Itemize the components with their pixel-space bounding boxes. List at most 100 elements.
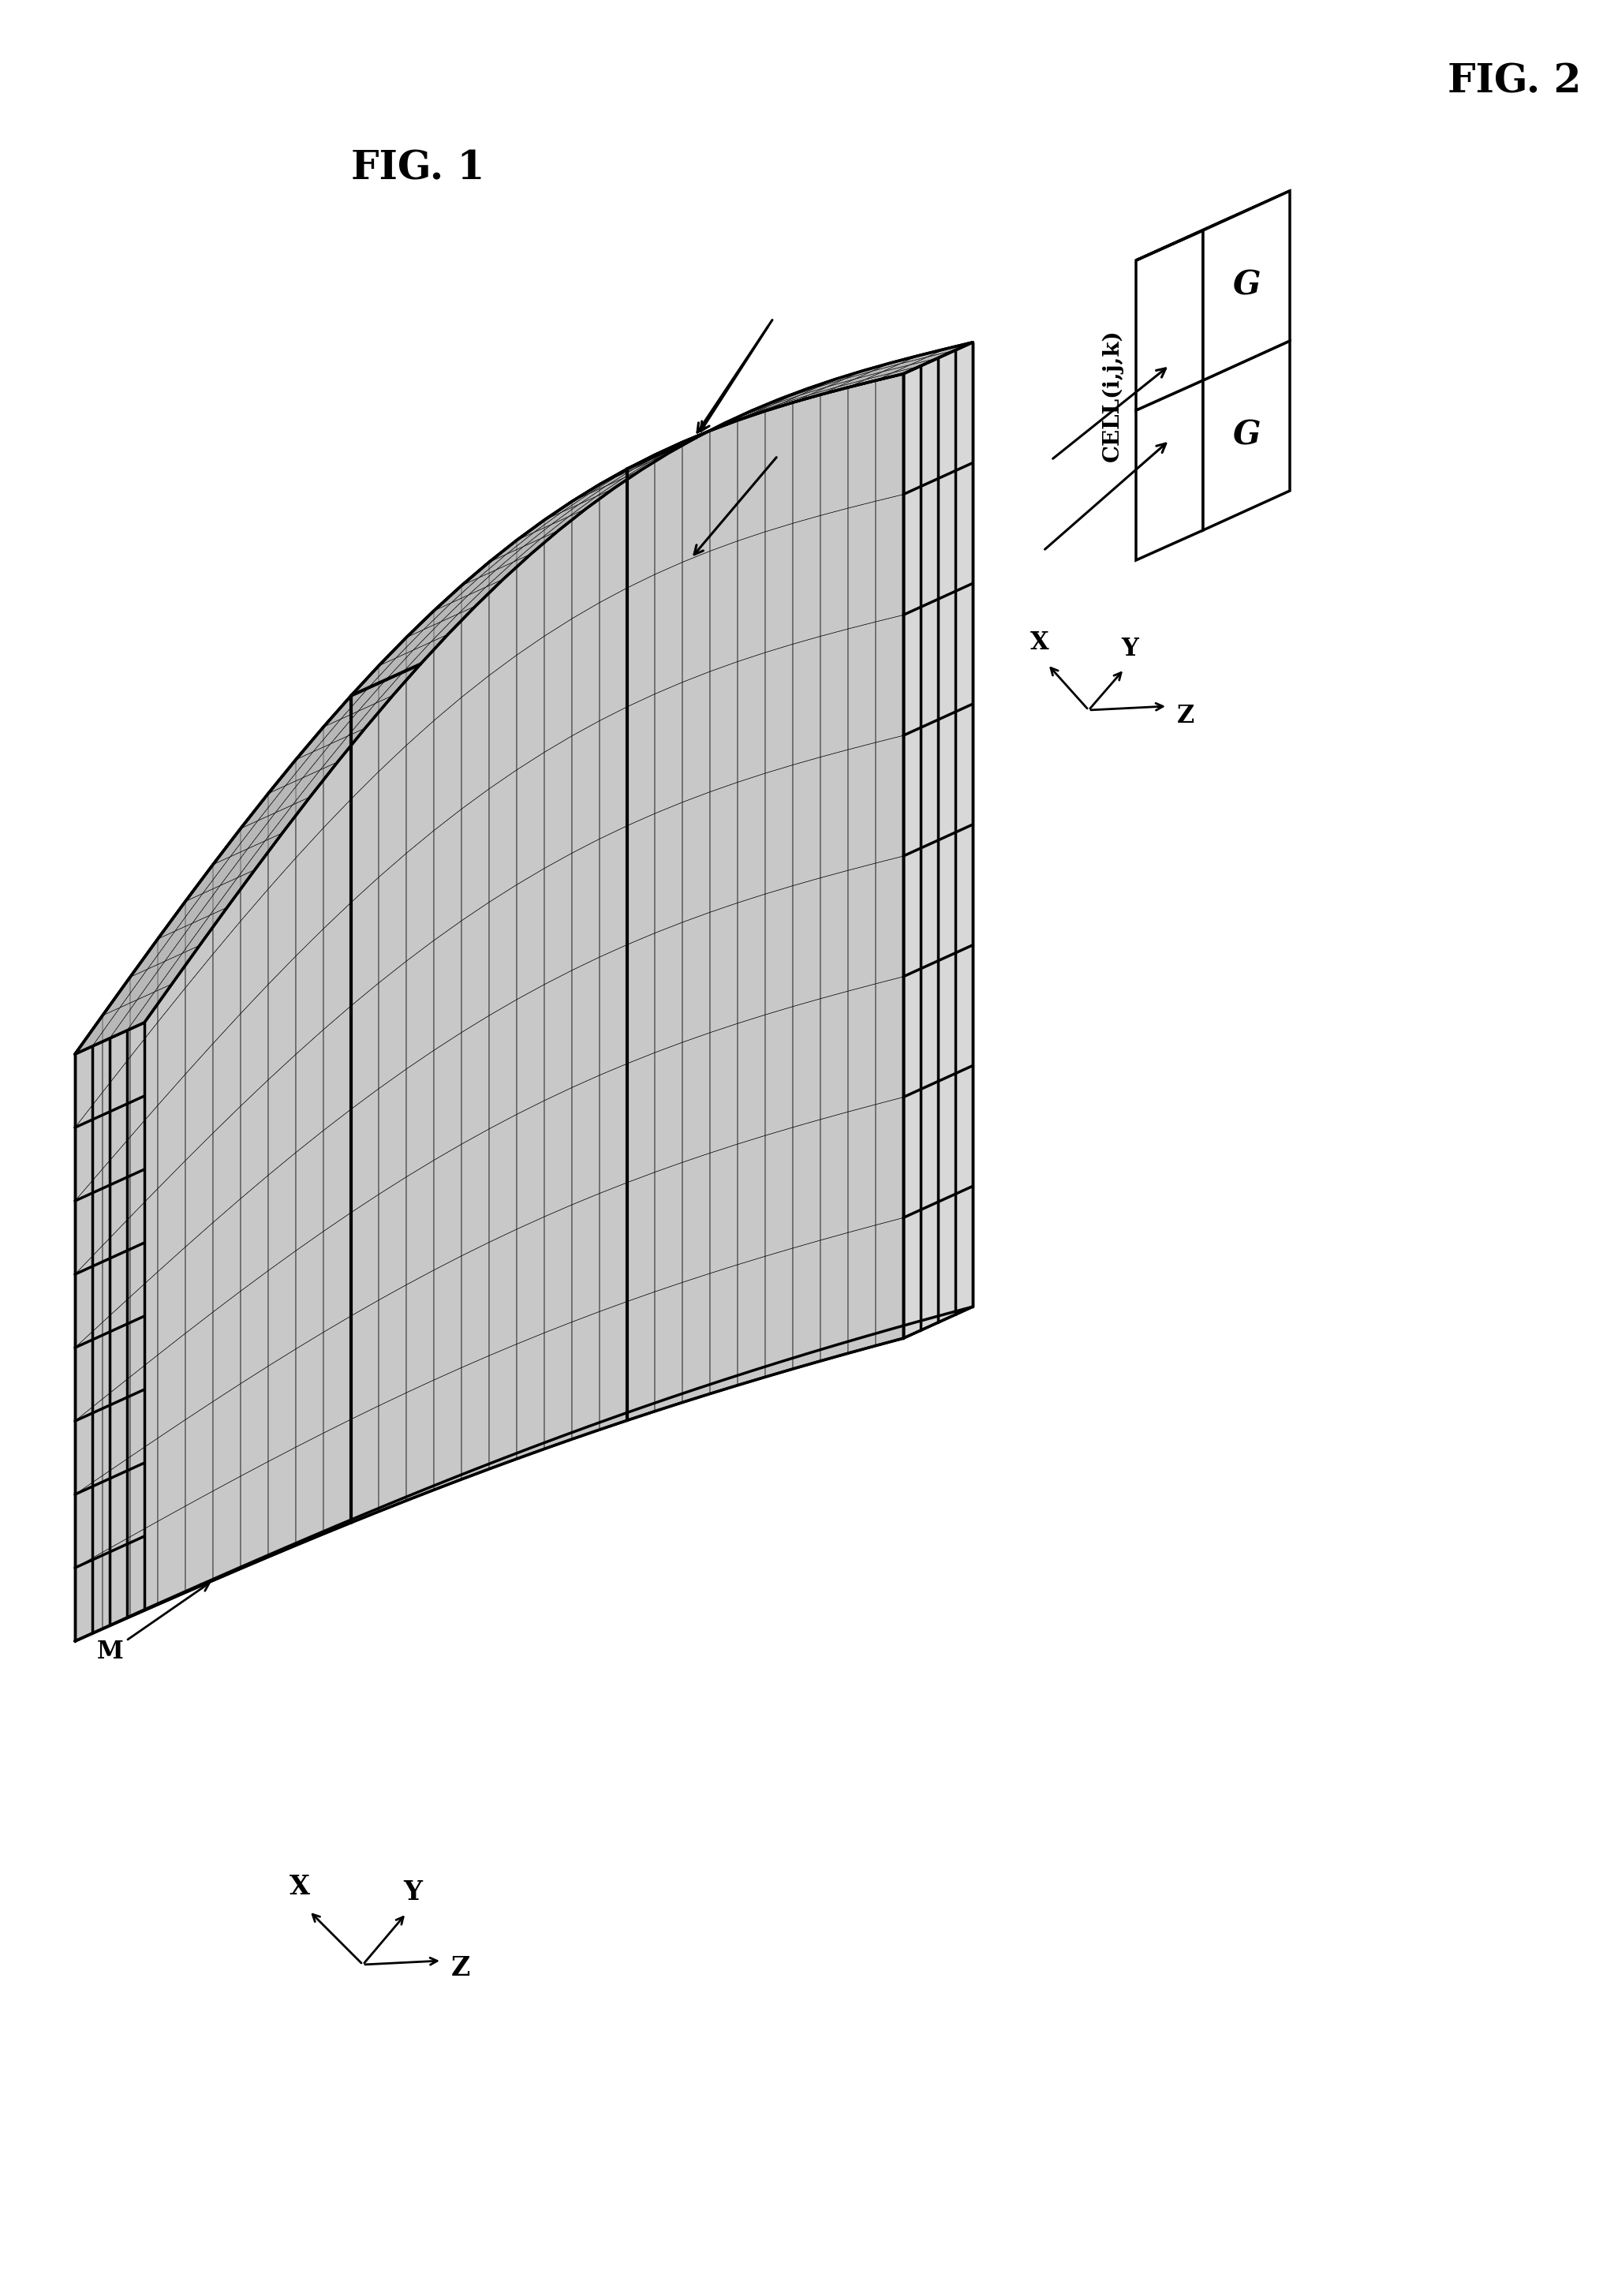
- Text: M: M: [97, 1584, 209, 1665]
- Polygon shape: [513, 530, 558, 563]
- Polygon shape: [461, 902, 489, 1033]
- Polygon shape: [793, 1240, 820, 1368]
- Polygon shape: [516, 753, 544, 884]
- Polygon shape: [324, 1212, 351, 1332]
- Polygon shape: [655, 801, 683, 932]
- Polygon shape: [351, 771, 379, 902]
- Polygon shape: [379, 1070, 406, 1194]
- Polygon shape: [296, 1130, 324, 1251]
- Polygon shape: [351, 1405, 379, 1522]
- Polygon shape: [571, 721, 600, 854]
- Polygon shape: [214, 1013, 241, 1132]
- Polygon shape: [296, 719, 341, 760]
- Polygon shape: [820, 748, 848, 877]
- Polygon shape: [375, 664, 421, 703]
- Polygon shape: [92, 999, 138, 1047]
- Polygon shape: [1136, 191, 1290, 259]
- Polygon shape: [324, 696, 351, 829]
- Polygon shape: [269, 1446, 296, 1557]
- Polygon shape: [430, 606, 476, 643]
- Polygon shape: [600, 827, 628, 957]
- Polygon shape: [461, 790, 489, 921]
- Polygon shape: [516, 868, 544, 999]
- Polygon shape: [955, 1187, 972, 1316]
- Polygon shape: [241, 985, 269, 1107]
- Polygon shape: [820, 507, 848, 636]
- Polygon shape: [921, 840, 938, 969]
- Polygon shape: [385, 643, 430, 680]
- Polygon shape: [293, 762, 338, 806]
- Polygon shape: [351, 983, 379, 1109]
- Polygon shape: [655, 923, 683, 1052]
- Polygon shape: [790, 379, 835, 397]
- Polygon shape: [214, 1107, 241, 1221]
- Polygon shape: [634, 445, 680, 468]
- Polygon shape: [214, 829, 241, 955]
- Text: Z: Z: [1176, 705, 1194, 728]
- Polygon shape: [571, 484, 600, 618]
- Polygon shape: [955, 464, 972, 592]
- Polygon shape: [193, 877, 238, 923]
- Polygon shape: [728, 404, 772, 422]
- Polygon shape: [772, 388, 817, 404]
- Polygon shape: [214, 820, 257, 866]
- Polygon shape: [351, 1300, 379, 1419]
- Polygon shape: [600, 588, 628, 721]
- Polygon shape: [74, 1093, 102, 1201]
- Polygon shape: [571, 602, 600, 735]
- Polygon shape: [214, 921, 241, 1042]
- Polygon shape: [379, 638, 406, 771]
- Polygon shape: [186, 1311, 214, 1419]
- Polygon shape: [655, 1283, 683, 1412]
- Polygon shape: [186, 1042, 214, 1159]
- Polygon shape: [110, 992, 155, 1038]
- Polygon shape: [938, 1075, 955, 1203]
- Polygon shape: [783, 386, 827, 404]
- Polygon shape: [241, 1176, 269, 1290]
- Polygon shape: [875, 615, 903, 742]
- Polygon shape: [489, 884, 516, 1015]
- Polygon shape: [903, 728, 921, 856]
- Polygon shape: [744, 397, 790, 416]
- Polygon shape: [324, 799, 351, 928]
- Polygon shape: [379, 1286, 406, 1405]
- Polygon shape: [655, 434, 699, 455]
- Polygon shape: [600, 1182, 628, 1311]
- Polygon shape: [717, 406, 762, 427]
- Text: G: G: [1233, 269, 1260, 303]
- Polygon shape: [434, 1143, 461, 1270]
- Polygon shape: [129, 939, 159, 1056]
- Polygon shape: [710, 902, 738, 1033]
- Polygon shape: [820, 1233, 848, 1362]
- Text: CELL(i,j,k): CELL(i,j,k): [1102, 328, 1123, 461]
- Text: FIG. 1: FIG. 1: [351, 149, 485, 188]
- Polygon shape: [442, 588, 485, 622]
- Polygon shape: [655, 443, 683, 574]
- Polygon shape: [497, 537, 540, 569]
- Polygon shape: [489, 533, 534, 563]
- Polygon shape: [434, 808, 461, 941]
- Polygon shape: [938, 351, 955, 478]
- Polygon shape: [296, 1433, 324, 1545]
- Polygon shape: [379, 1178, 406, 1300]
- Polygon shape: [129, 1272, 159, 1378]
- Polygon shape: [351, 1194, 379, 1316]
- Polygon shape: [683, 1153, 710, 1283]
- Polygon shape: [379, 746, 406, 877]
- Polygon shape: [269, 1251, 296, 1366]
- Polygon shape: [424, 595, 469, 629]
- Polygon shape: [489, 654, 516, 790]
- Polygon shape: [597, 471, 641, 496]
- Polygon shape: [921, 960, 938, 1088]
- Polygon shape: [406, 831, 434, 962]
- Polygon shape: [324, 902, 351, 1029]
- Polygon shape: [296, 928, 324, 1054]
- Polygon shape: [683, 670, 710, 801]
- Polygon shape: [129, 930, 175, 978]
- Polygon shape: [469, 563, 513, 595]
- Polygon shape: [927, 342, 972, 356]
- Polygon shape: [102, 969, 147, 1015]
- Polygon shape: [324, 689, 369, 728]
- Polygon shape: [461, 1242, 489, 1368]
- Polygon shape: [102, 1456, 129, 1552]
